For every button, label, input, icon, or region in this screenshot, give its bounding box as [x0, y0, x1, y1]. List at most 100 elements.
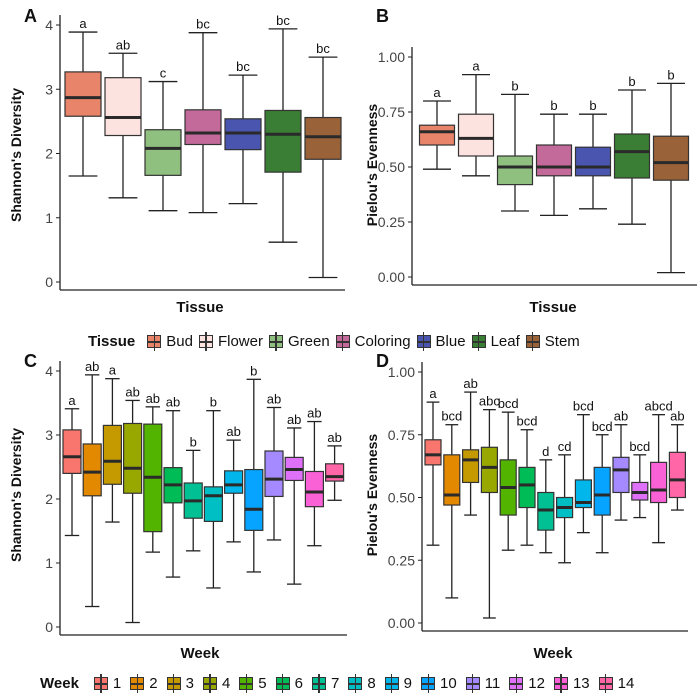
y-tick-label: 0.00	[378, 269, 405, 285]
box-iqr	[104, 77, 142, 137]
legend-key-swatch	[198, 332, 213, 351]
significance-letter: bc	[316, 41, 330, 56]
box-Leaf: bc	[264, 13, 302, 243]
box-1: a	[424, 386, 442, 546]
box-iqr	[480, 446, 498, 494]
legend-key-swatch	[275, 674, 290, 693]
box-Coloring: b	[535, 98, 573, 217]
box-4: abc	[479, 394, 500, 619]
box-Green: b	[496, 78, 534, 212]
significance-letter: ab	[85, 359, 99, 374]
box-Blue: b	[574, 98, 612, 210]
y-tick-label: 0.25	[378, 214, 405, 230]
box-12: bcd	[629, 439, 650, 519]
box-iqr	[304, 470, 324, 508]
panel-tag: B	[376, 6, 389, 26]
legend-item-label: 12	[528, 675, 545, 692]
significance-letter: ab	[614, 409, 628, 424]
panel-tag: C	[24, 351, 37, 371]
box-3: a	[102, 363, 123, 523]
box-iqr	[652, 135, 690, 181]
box-iqr	[613, 133, 651, 179]
box-iqr	[82, 443, 102, 497]
box-14: ab	[668, 409, 687, 511]
box-9: bcd	[573, 399, 594, 534]
y-tick-label: 0.50	[388, 490, 415, 506]
legend-key-swatch	[525, 332, 540, 351]
legend-key-swatch	[416, 332, 431, 351]
legend-key-swatch	[348, 674, 363, 693]
box-10: b	[244, 363, 264, 573]
box-5: bcd	[498, 396, 519, 551]
box-3: ab	[462, 376, 480, 516]
significance-letter: ab	[146, 391, 160, 406]
y-tick-label: 2	[45, 146, 53, 162]
x-axis-label: Tissue	[176, 299, 223, 316]
legend-key-swatch	[130, 674, 145, 693]
box-11: ab	[264, 391, 284, 541]
significance-letter: b	[667, 67, 674, 82]
significance-letter: b	[511, 78, 518, 93]
legend-key-swatch	[147, 332, 162, 351]
box-Stem: b	[652, 67, 690, 274]
legend-key-swatch	[384, 674, 399, 693]
box-14: ab	[325, 430, 345, 501]
significance-letter: a	[79, 16, 87, 31]
y-axis-label: Shannon's Diversity	[8, 428, 24, 562]
y-axis-label: Shannon's Diversity	[8, 88, 24, 222]
y-tick-label: 3	[45, 81, 53, 97]
box-Blue: bc	[224, 59, 262, 205]
box-Flower: a	[457, 59, 495, 177]
legend-item-label: 13	[572, 675, 590, 692]
legend-item-label: Leaf	[490, 333, 520, 350]
significance-letter: b	[210, 395, 217, 410]
legend-item-label: 11	[484, 675, 501, 692]
legend-key-swatch	[598, 674, 613, 693]
box-11: ab	[612, 409, 630, 521]
box-iqr	[443, 454, 461, 506]
legend-item-label: Coloring	[354, 333, 411, 350]
legend-item-label: Blue	[435, 333, 466, 350]
significance-letter: abc	[479, 394, 500, 409]
box-2: bcd	[441, 409, 462, 599]
y-tick-label: 0.25	[388, 552, 415, 568]
box-iqr	[325, 463, 345, 482]
significance-letter: bc	[236, 59, 250, 74]
box-iqr	[593, 466, 611, 516]
y-tick-label: 0.75	[388, 427, 415, 443]
box-2: ab	[82, 359, 102, 608]
box-Green: c	[144, 66, 182, 212]
box-iqr	[102, 424, 123, 485]
box-10: bcd	[592, 419, 613, 554]
x-axis-label: Week	[181, 645, 221, 662]
box-iqr	[264, 450, 284, 498]
legend-item-label: 6	[294, 675, 303, 692]
significance-letter: b	[190, 434, 197, 449]
box-Stem: bc	[304, 41, 342, 279]
significance-letter: bcd	[573, 399, 594, 414]
significance-letter: a	[472, 59, 480, 74]
box-iqr	[574, 146, 612, 177]
y-tick-label: 4	[45, 363, 53, 379]
box-iqr	[612, 456, 630, 494]
y-tick-label: 2	[45, 491, 53, 507]
significance-letter: ab	[307, 406, 321, 421]
box-iqr	[535, 144, 573, 177]
legend-key-swatch	[202, 674, 217, 693]
legend-item-label: Green	[287, 333, 330, 350]
legend-item-label: 4	[221, 675, 231, 692]
legend-key-swatch	[166, 674, 181, 693]
legend-key-swatch	[465, 674, 480, 693]
box-13: ab	[304, 406, 324, 547]
box-iqr	[649, 461, 668, 504]
significance-letter: bcd	[441, 409, 462, 424]
legend-item-label: 7	[330, 675, 340, 692]
legend-item-label: 1	[112, 675, 122, 692]
box-iqr	[518, 466, 536, 509]
box-12: ab	[284, 412, 304, 585]
box-iqr	[424, 439, 442, 466]
significance-letter: c	[160, 66, 167, 81]
box-iqr	[668, 451, 687, 499]
